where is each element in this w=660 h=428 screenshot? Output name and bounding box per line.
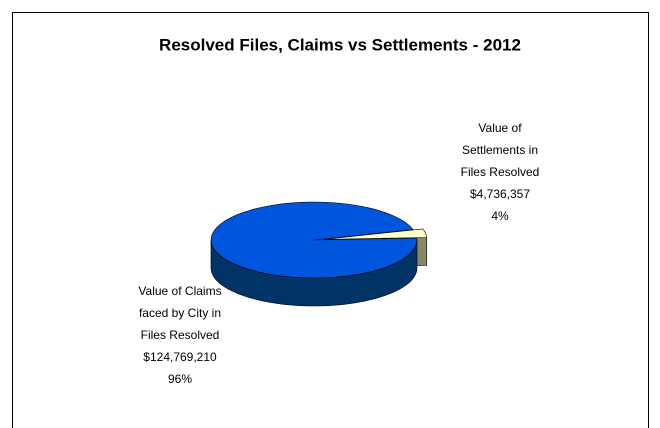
slice <box>323 228 428 240</box>
percent-label: 96% <box>167 372 193 386</box>
value-label: $4,736,357 <box>469 187 531 201</box>
slice <box>210 201 418 279</box>
value-label: $124,769,210 <box>143 350 217 364</box>
chart-title: Resolved Files, Claims vs Settlements - … <box>159 35 521 54</box>
slice-label: Value of Claims faced by City in Files R… <box>130 280 230 390</box>
category-label: Value of Settlements in Files Resolved <box>460 121 540 179</box>
percent-label: 4% <box>491 209 509 223</box>
slice-label: Value of Settlements in Files Resolved $… <box>454 117 546 227</box>
category-label: Value of Claims faced by City in Files R… <box>138 284 222 342</box>
